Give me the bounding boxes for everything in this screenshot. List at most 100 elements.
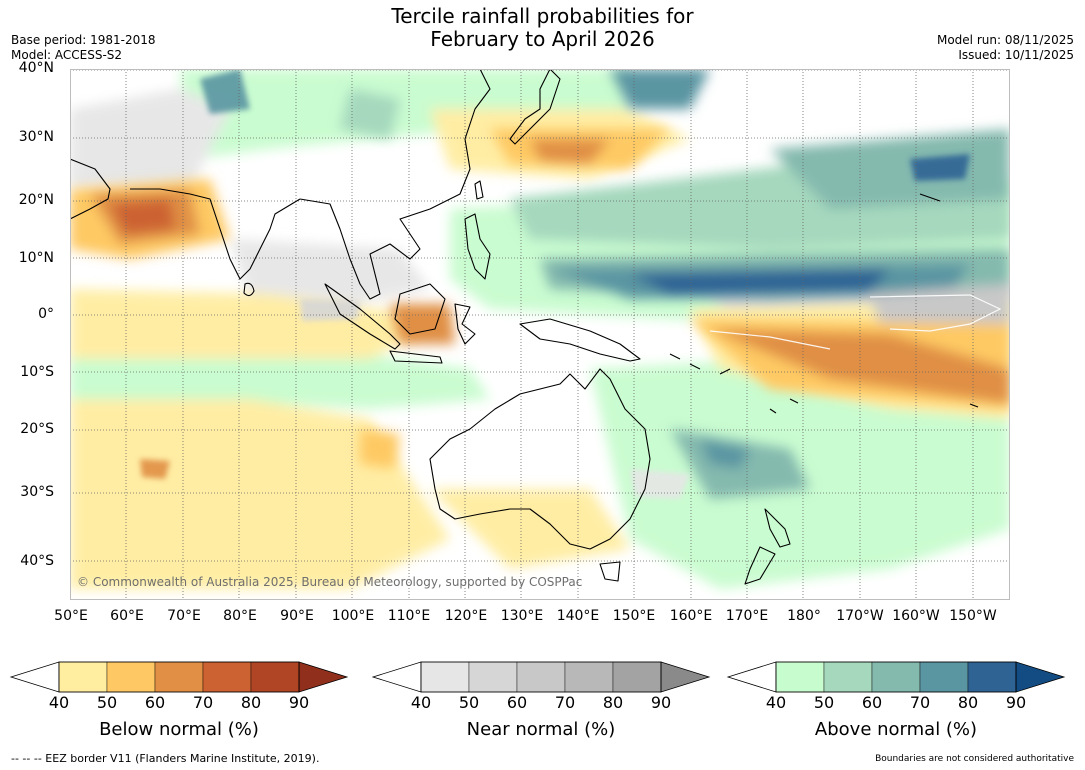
coastline-india [130, 188, 301, 280]
model-name: Model: ACCESS-S2 [11, 48, 123, 62]
lon-label: 160°E [669, 608, 713, 624]
lat-label: 20°N [18, 192, 54, 208]
lat-label: 10°N [18, 250, 54, 266]
legend-swatch [564, 661, 614, 693]
legend-tick: 40 [765, 693, 787, 712]
below-normal-region [390, 304, 455, 344]
lon-label: 100°E [331, 608, 375, 624]
lat-label: 0° [38, 306, 54, 322]
below-normal-region [140, 459, 170, 479]
legend-tick: 70 [554, 693, 576, 712]
below-normal-region [70, 399, 450, 589]
coastline-sumatra [324, 283, 401, 350]
lon-label: 180° [787, 608, 821, 624]
above-normal-region [770, 129, 1010, 209]
above-normal-region [180, 69, 630, 159]
coastline-new-guinea [519, 318, 641, 362]
colorbar-above-normal [726, 661, 1066, 693]
lon-label: 140°E [556, 608, 600, 624]
near-normal-region [70, 89, 230, 189]
lat-label: 40°S [20, 553, 54, 569]
above-normal-region [340, 89, 400, 139]
legend-swatch [967, 661, 1017, 693]
eez-border-note: -- -- -- EEZ border V11 (Flanders Marine… [11, 752, 320, 765]
coastline-java [389, 350, 443, 364]
legend-swatch [420, 661, 470, 693]
coastline-tasmania [599, 561, 621, 582]
coastline-se-asia [299, 69, 491, 300]
legend-swatch [1015, 661, 1066, 693]
legend-swatch [58, 661, 108, 693]
above-normal-region [910, 154, 970, 181]
lon-label: 130°E [500, 608, 544, 624]
legend-tick: 50 [813, 693, 835, 712]
issued-date: Issued: 10/11/2025 [958, 48, 1074, 62]
chart-title-line2: February to April 2026 [430, 27, 655, 51]
legend-tick: 80 [957, 693, 979, 712]
coastline-sri-lanka [243, 282, 255, 297]
below-normal-region [430, 489, 630, 569]
lon-label: 90°E [280, 608, 314, 624]
legend-swatch [250, 661, 300, 693]
coastline-arabia [70, 158, 111, 220]
lon-label: 150°E [612, 608, 656, 624]
legend-tick: 60 [861, 693, 883, 712]
lon-label: 170°E [725, 608, 769, 624]
legend-tick: 50 [96, 693, 118, 712]
lon-label: 150°W [949, 608, 997, 624]
legend-swatch [919, 661, 969, 693]
coastline-borneo [394, 283, 446, 335]
legend-label-near-normal: Near normal (%) [466, 719, 616, 740]
lon-label: 170°W [836, 608, 884, 624]
legend-label-below-normal: Below normal (%) [99, 719, 259, 740]
lon-label: 160°W [892, 608, 940, 624]
near-normal-region [230, 239, 430, 309]
lat-label: 30°N [18, 129, 54, 145]
coastline-sulawesi [454, 303, 476, 345]
lon-label: 110°E [387, 608, 431, 624]
above-normal-region [200, 69, 250, 114]
below-normal-region [530, 139, 610, 164]
base-period: Base period: 1981-2018 [11, 33, 156, 47]
legend-tick: 40 [410, 693, 432, 712]
legend-tick: 80 [602, 693, 624, 712]
legend-swatch [660, 661, 711, 693]
legend-tick: 40 [48, 693, 70, 712]
near-normal-region [300, 299, 360, 321]
legend-swatch [516, 661, 566, 693]
lon-label: 120°E [444, 608, 488, 624]
above-normal-region [630, 269, 890, 295]
legend-swatch [775, 661, 825, 693]
lat-label: 10°S [20, 364, 54, 380]
copyright-notice: © Commonwealth of Australia 2025, Bureau… [77, 575, 583, 589]
lon-label: 60°E [110, 608, 144, 624]
lat-label: 40°N [18, 60, 54, 76]
lon-label: 50°E [54, 608, 88, 624]
legend-swatch [106, 661, 156, 693]
lat-label: 20°S [20, 421, 54, 437]
above-normal-region [610, 69, 710, 109]
map-frame [70, 69, 1010, 600]
coastline-taiwan [474, 180, 484, 200]
rainfall-probability-map [70, 69, 1010, 600]
boundaries-disclaimer: Boundaries are not considered authoritat… [875, 754, 1074, 764]
coastline-new-zealand [744, 508, 791, 585]
colorbar-near-normal [371, 661, 711, 693]
chart-title-line1: Tercile rainfall probabilities for [391, 4, 694, 28]
colorbars [9, 661, 1066, 693]
coastline-philippines [464, 213, 491, 280]
legend-swatch [298, 661, 349, 693]
legend-swatch [823, 661, 873, 693]
above-normal-region [70, 349, 490, 409]
near-normal-region [630, 469, 690, 499]
coastline-pacific-islands [669, 193, 979, 414]
legend-swatch [202, 661, 252, 693]
legend-tick: 50 [458, 693, 480, 712]
legend-tick: 80 [240, 693, 262, 712]
legend-tick: 90 [650, 693, 672, 712]
legend-tick: 90 [288, 693, 310, 712]
legend-swatch [871, 661, 921, 693]
legend-tick: 90 [1005, 693, 1027, 712]
lon-label: 80°E [223, 608, 257, 624]
coastline-japan [509, 69, 561, 145]
